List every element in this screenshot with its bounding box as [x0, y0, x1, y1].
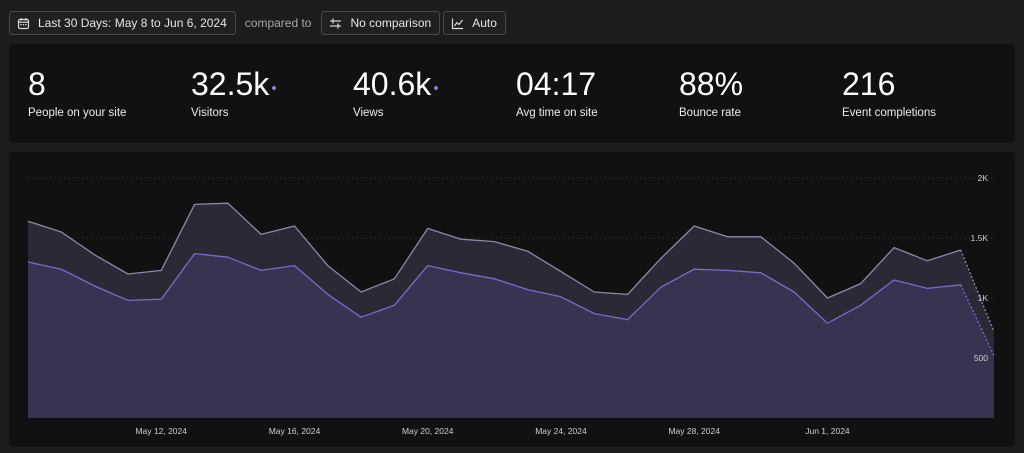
- date-range-label: Last 30 Days: May 8 to Jun 6, 2024: [38, 16, 227, 30]
- x-tick-label: May 24, 2024: [535, 426, 587, 436]
- comparison-label: No comparison: [350, 16, 432, 30]
- calendar-icon: [17, 17, 30, 29]
- area-chart[interactable]: 500 1K 1.5K 2K May 12, 2024 May 16, 2024 May 2…: [9, 152, 1015, 447]
- stat-event-completions[interactable]: 216 Event completions: [842, 66, 936, 119]
- stat-label: Bounce rate: [679, 107, 742, 119]
- stat-label: People on your site: [28, 107, 127, 119]
- interval-button[interactable]: Auto: [443, 11, 506, 35]
- stat-people-on-site[interactable]: 8 People on your site: [28, 66, 126, 119]
- x-tick-label: Jun 1, 2024: [805, 426, 850, 436]
- stat-value: 216: [842, 66, 896, 102]
- compare-arrows-icon: [330, 18, 342, 28]
- y-tick-label: 2K: [978, 173, 989, 183]
- x-tick-label: May 20, 2024: [402, 426, 454, 436]
- series-area-visitors: [28, 253, 994, 418]
- series-line-views: [27, 202, 961, 299]
- series-line-partial-visitors: [960, 284, 995, 356]
- series-line-partial-views: [960, 249, 995, 332]
- stat-value: 8: [28, 66, 46, 102]
- stat-value: 88%: [679, 66, 744, 102]
- series-dot-icon: [434, 85, 439, 90]
- stat-label: Views: [353, 107, 384, 119]
- series-line-visitors: [27, 252, 961, 324]
- stat-bounce-rate[interactable]: 88% Bounce rate: [679, 66, 743, 119]
- x-tick-label: May 28, 2024: [668, 426, 720, 436]
- comparison-button[interactable]: No comparison: [321, 11, 441, 35]
- stats-panel: 8 People on your site 32.5k Visitors 40.…: [9, 44, 1015, 143]
- toolbar: Last 30 Days: May 8 to Jun 6, 2024 compa…: [9, 10, 506, 36]
- chart-panel: 500 1K 1.5K 2K May 12, 2024 May 16, 2024 May 2…: [9, 152, 1015, 447]
- y-tick-label: 500: [974, 353, 988, 363]
- interval-label: Auto: [472, 16, 497, 30]
- y-tick-label: 1.5K: [971, 233, 989, 243]
- stat-views[interactable]: 40.6k Views: [353, 66, 439, 119]
- stat-avg-time[interactable]: 04:17 Avg time on site: [516, 66, 598, 119]
- stat-label: Event completions: [842, 107, 936, 119]
- y-tick-label: 1K: [978, 293, 989, 303]
- date-range-button[interactable]: Last 30 Days: May 8 to Jun 6, 2024: [9, 11, 236, 35]
- compared-to-label: compared to: [244, 16, 312, 30]
- stat-label: Visitors: [191, 107, 229, 119]
- line-chart-icon: [452, 18, 464, 29]
- stat-label: Avg time on site: [516, 107, 598, 119]
- x-tick-label: May 12, 2024: [135, 426, 187, 436]
- stat-visitors[interactable]: 32.5k Visitors: [191, 66, 277, 119]
- x-tick-label: May 16, 2024: [269, 426, 321, 436]
- series-dot-icon: [272, 85, 277, 90]
- stat-value: 40.6k: [353, 66, 432, 102]
- stat-value: 32.5k: [191, 66, 270, 102]
- stat-value: 04:17: [516, 66, 597, 102]
